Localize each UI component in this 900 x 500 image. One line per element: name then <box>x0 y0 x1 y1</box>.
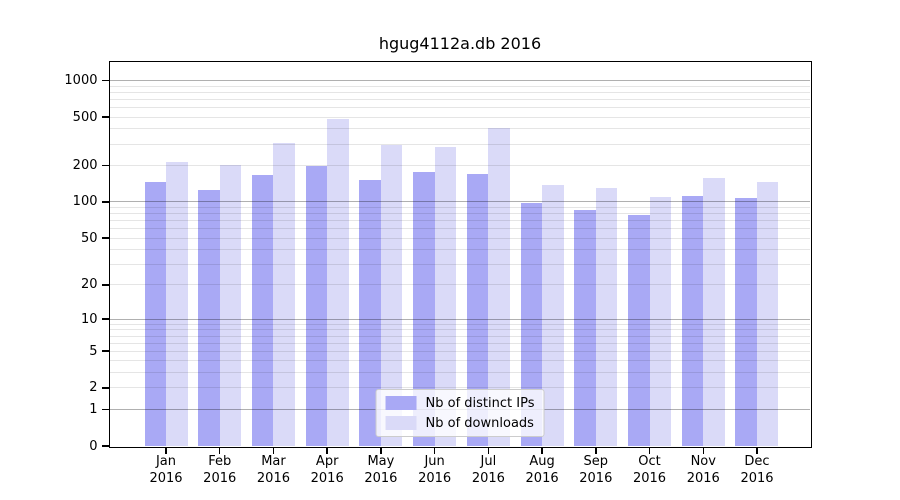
bar-downloads-jun <box>434 147 457 446</box>
bar-downloads-apr <box>327 119 349 446</box>
y-tick-2 <box>101 387 109 389</box>
legend-label-downloads: Nb of downloads <box>425 415 534 431</box>
y-tick-10 <box>101 318 109 320</box>
y-tick-1000 <box>101 79 109 82</box>
y-tick-0 <box>101 445 109 447</box>
x-tick-aug <box>541 447 543 454</box>
x-tick-label-apr: Apr 2016 <box>310 454 344 486</box>
bar-downloads-aug <box>542 185 564 446</box>
legend: Nb of distinct IPs Nb of downloads <box>375 389 545 437</box>
x-tick-mar <box>272 447 275 454</box>
x-tick-oct <box>648 447 651 454</box>
y-tick-label-1000: 1000 <box>64 73 98 89</box>
bar-distinct-ips-mar <box>251 174 274 446</box>
bar-downloads-may <box>380 144 403 446</box>
bar-downloads-dec <box>756 182 779 446</box>
y-tick-label-0: 0 <box>89 438 98 454</box>
x-tick-jan <box>165 447 167 454</box>
x-tick-sep <box>595 447 597 454</box>
y-tick-50 <box>101 237 109 239</box>
legend-item-distinct-ips: Nb of distinct IPs <box>385 395 535 411</box>
chart-title: hgug4112a.db 2016 <box>378 34 542 53</box>
x-tick-label-dec: Dec 2016 <box>740 454 774 486</box>
y-tick-200 <box>101 164 109 167</box>
y-tick-1 <box>101 408 109 411</box>
x-tick-jul <box>487 447 490 454</box>
x-tick-label-aug: Aug 2016 <box>525 454 559 486</box>
x-tick-may <box>380 447 382 454</box>
bar-distinct-ips-may <box>359 179 381 446</box>
x-tick-feb <box>218 447 221 454</box>
x-tick-label-feb: Feb 2016 <box>203 454 237 486</box>
x-tick-label-jan: Jan 2016 <box>149 454 183 486</box>
bar-distinct-ips-jul <box>466 174 489 446</box>
bar-downloads-sep <box>595 187 618 446</box>
y-tick-label-20: 20 <box>80 277 98 293</box>
y-tick-100 <box>101 201 109 203</box>
y-tick-label-200: 200 <box>72 158 98 174</box>
bar-downloads-nov <box>703 177 725 446</box>
x-tick-nov <box>702 447 705 454</box>
y-tick-500 <box>101 116 109 118</box>
x-tick-label-jul: Jul 2016 <box>471 454 505 486</box>
legend-swatch-distinct-ips <box>385 396 417 410</box>
bars-layer <box>110 62 810 446</box>
y-tick-label-500: 500 <box>72 109 98 125</box>
y-tick-label-10: 10 <box>80 311 98 327</box>
x-tick-jun <box>433 447 436 454</box>
x-tick-apr <box>326 447 328 454</box>
y-tick-label-2: 2 <box>89 380 98 396</box>
bar-downloads-oct <box>649 196 672 446</box>
bar-distinct-ips-oct <box>628 214 650 446</box>
bar-downloads-feb <box>219 165 242 446</box>
y-tick-label-1: 1 <box>89 401 98 417</box>
plot-area: Nb of distinct IPs Nb of downloads <box>108 60 812 448</box>
x-tick-label-sep: Sep 2016 <box>579 454 613 486</box>
bar-distinct-ips-feb <box>198 189 220 446</box>
bar-distinct-ips-apr <box>305 166 328 446</box>
legend-swatch-downloads <box>385 416 417 430</box>
x-tick-label-oct: Oct 2016 <box>632 454 667 486</box>
legend-label-distinct-ips: Nb of distinct IPs <box>425 395 535 411</box>
bar-downloads-mar <box>273 142 295 446</box>
x-tick-dec <box>756 447 758 454</box>
bar-distinct-ips-jan <box>144 182 166 446</box>
bar-distinct-ips-sep <box>574 209 596 446</box>
x-tick-label-mar: Mar 2016 <box>256 454 290 486</box>
y-tick-label-50: 50 <box>80 230 98 246</box>
legend-item-downloads: Nb of downloads <box>385 415 535 431</box>
x-tick-label-may: May 2016 <box>364 454 398 486</box>
bar-downloads-jan <box>166 161 188 446</box>
y-tick-5 <box>101 350 109 352</box>
y-tick-20 <box>101 284 109 286</box>
x-tick-label-nov: Nov 2016 <box>686 454 720 486</box>
y-tick-label-100: 100 <box>72 194 98 210</box>
x-tick-label-jun: Jun 2016 <box>418 454 452 486</box>
bar-distinct-ips-jun <box>413 172 435 446</box>
bar-distinct-ips-dec <box>735 197 757 446</box>
y-tick-label-5: 5 <box>89 343 98 359</box>
bar-distinct-ips-nov <box>681 196 704 446</box>
